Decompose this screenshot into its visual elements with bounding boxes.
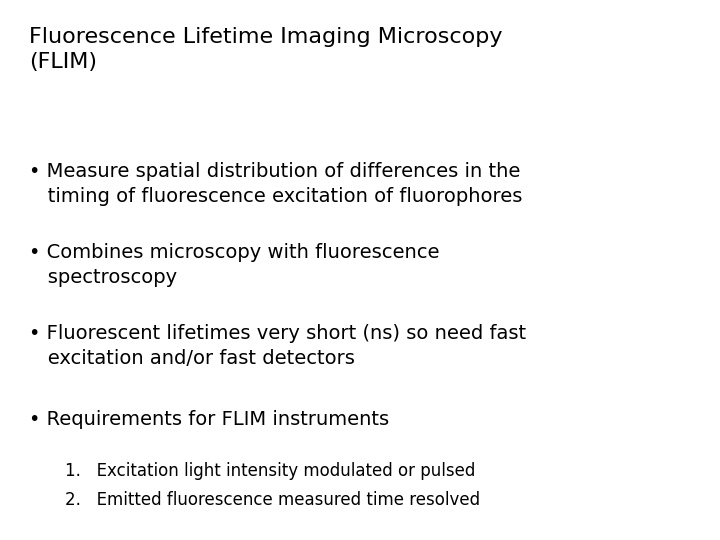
- Text: 1.   Excitation light intensity modulated or pulsed: 1. Excitation light intensity modulated …: [65, 462, 475, 480]
- Text: • Fluorescent lifetimes very short (ns) so need fast
   excitation and/or fast d: • Fluorescent lifetimes very short (ns) …: [29, 324, 526, 368]
- Text: Fluorescence Lifetime Imaging Microscopy
(FLIM): Fluorescence Lifetime Imaging Microscopy…: [29, 27, 503, 72]
- Text: • Measure spatial distribution of differences in the
   timing of fluorescence e: • Measure spatial distribution of differ…: [29, 162, 522, 206]
- Text: 2.   Emitted fluorescence measured time resolved: 2. Emitted fluorescence measured time re…: [65, 491, 480, 509]
- Text: • Requirements for FLIM instruments: • Requirements for FLIM instruments: [29, 410, 389, 429]
- Text: • Combines microscopy with fluorescence
   spectroscopy: • Combines microscopy with fluorescence …: [29, 243, 439, 287]
